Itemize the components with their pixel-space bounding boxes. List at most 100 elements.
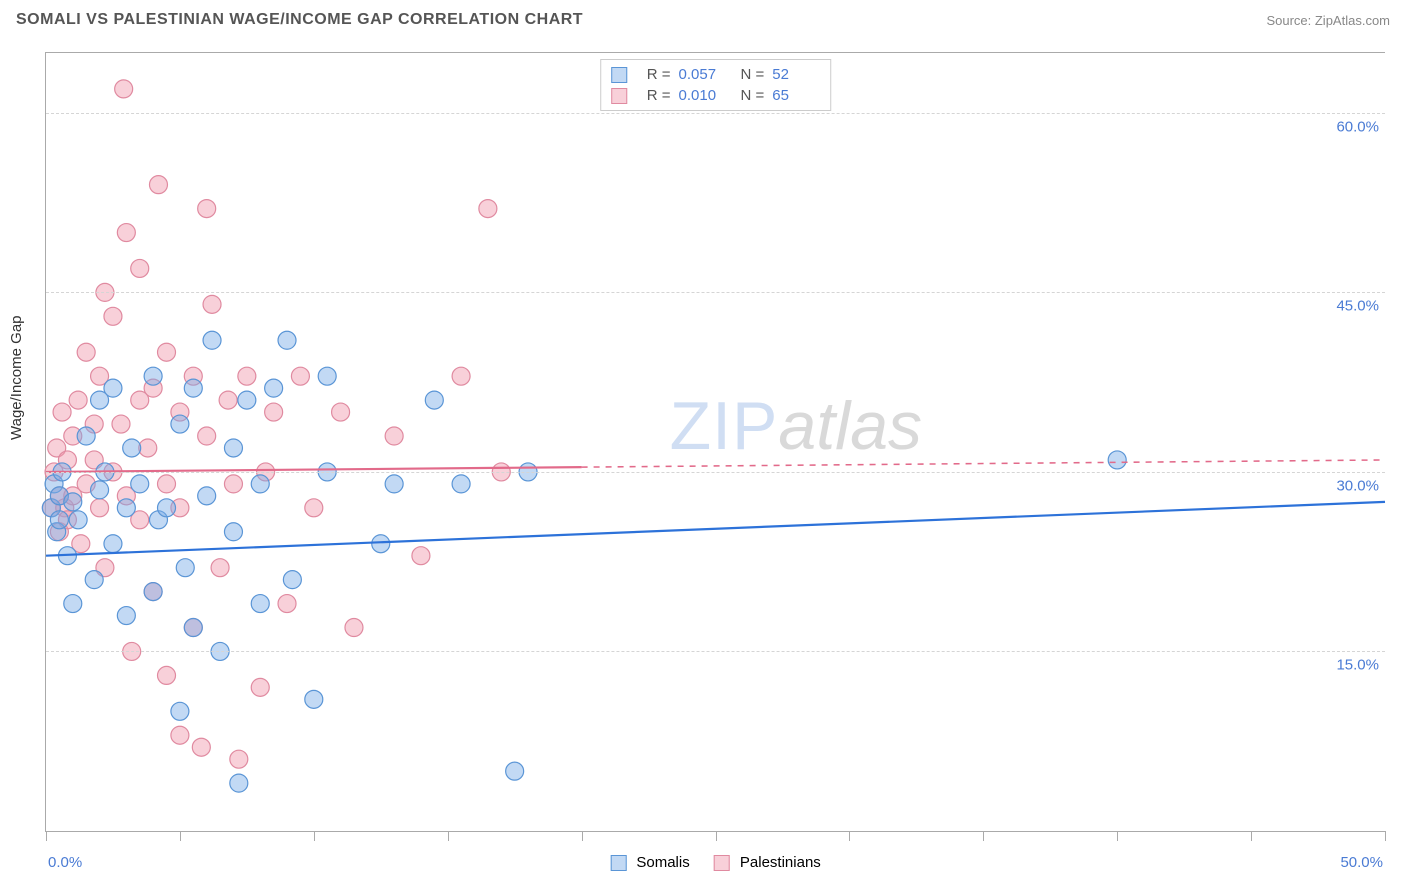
data-point [69, 391, 87, 409]
data-point [149, 176, 167, 194]
data-point [283, 571, 301, 589]
data-point [104, 379, 122, 397]
legend-swatch-a [611, 67, 627, 83]
data-point [1108, 451, 1126, 469]
data-point [251, 595, 269, 613]
y-tick-label: 30.0% [1336, 477, 1379, 494]
data-point [50, 511, 68, 529]
data-point [224, 475, 242, 493]
data-point [278, 595, 296, 613]
gridline-h [46, 292, 1385, 293]
source-attribution: Source: ZipAtlas.com [1266, 13, 1390, 28]
data-point [117, 224, 135, 242]
n-label: N = [741, 87, 765, 104]
gridline-h [46, 472, 1385, 473]
data-point [192, 738, 210, 756]
scatter-svg [46, 53, 1385, 831]
data-point [184, 619, 202, 637]
data-point [69, 511, 87, 529]
data-point [104, 535, 122, 553]
data-point [176, 559, 194, 577]
data-point [265, 403, 283, 421]
data-point [158, 343, 176, 361]
data-point [224, 439, 242, 457]
data-point [198, 200, 216, 218]
data-point [171, 702, 189, 720]
data-point [251, 475, 269, 493]
data-point [123, 439, 141, 457]
legend-row-palestinians: R = 0.010 N = 65 [611, 85, 821, 106]
data-point [345, 619, 363, 637]
data-point [104, 307, 122, 325]
x-tick [314, 831, 315, 841]
data-point [171, 726, 189, 744]
data-point [385, 475, 403, 493]
r-label: R = [647, 87, 671, 104]
data-point [203, 295, 221, 313]
chart-plot-area: R = 0.057 N = 52 R = 0.010 N = 65 ZIPatl… [45, 52, 1385, 832]
n-label: N = [741, 66, 765, 83]
regression-line-dashed [582, 460, 1385, 467]
data-point [506, 762, 524, 780]
data-point [291, 367, 309, 385]
data-point [144, 367, 162, 385]
x-tick [180, 831, 181, 841]
n-value-b: 65 [772, 87, 820, 104]
data-point [198, 427, 216, 445]
data-point [332, 403, 350, 421]
r-label: R = [647, 66, 671, 83]
x-tick [582, 831, 583, 841]
data-point [211, 559, 229, 577]
data-point [91, 481, 109, 499]
data-point [64, 595, 82, 613]
data-point [77, 343, 95, 361]
y-axis-label: Wage/Income Gap [8, 315, 25, 440]
y-tick-label: 45.0% [1336, 298, 1379, 315]
data-point [219, 391, 237, 409]
data-point [452, 475, 470, 493]
n-value-a: 52 [772, 66, 820, 83]
data-point [139, 439, 157, 457]
r-value-a: 0.057 [679, 66, 727, 83]
data-point [91, 499, 109, 517]
data-point [425, 391, 443, 409]
data-point [238, 367, 256, 385]
data-point [158, 499, 176, 517]
data-point [117, 607, 135, 625]
legend-label-b: Palestinians [740, 854, 821, 871]
x-axis-min-label: 0.0% [48, 854, 82, 871]
data-point [158, 475, 176, 493]
legend-swatch-b-icon [714, 855, 730, 871]
data-point [131, 259, 149, 277]
data-point [479, 200, 497, 218]
correlation-legend-box: R = 0.057 N = 52 R = 0.010 N = 65 [600, 59, 832, 111]
data-point [198, 487, 216, 505]
legend-label-a: Somalis [636, 854, 689, 871]
chart-title: SOMALI VS PALESTINIAN WAGE/INCOME GAP CO… [16, 11, 583, 29]
x-axis-max-label: 50.0% [1340, 854, 1383, 871]
data-point [230, 774, 248, 792]
data-point [171, 415, 189, 433]
data-point [224, 523, 242, 541]
data-point [117, 499, 135, 517]
data-point [158, 666, 176, 684]
regression-line [46, 502, 1385, 556]
data-point [265, 379, 283, 397]
data-point [115, 80, 133, 98]
series-legend: Somalis Palestinians [610, 854, 821, 871]
y-tick-label: 60.0% [1336, 118, 1379, 135]
legend-row-somalis: R = 0.057 N = 52 [611, 64, 821, 85]
data-point [452, 367, 470, 385]
x-tick [448, 831, 449, 841]
data-point [184, 379, 202, 397]
data-point [64, 493, 82, 511]
data-point [77, 427, 95, 445]
data-point [203, 331, 221, 349]
x-axis-bar: 0.0% Somalis Palestinians 50.0% [46, 854, 1385, 871]
data-point [144, 583, 162, 601]
data-point [305, 499, 323, 517]
data-point [412, 547, 430, 565]
data-point [112, 415, 130, 433]
data-point [318, 367, 336, 385]
data-point [230, 750, 248, 768]
